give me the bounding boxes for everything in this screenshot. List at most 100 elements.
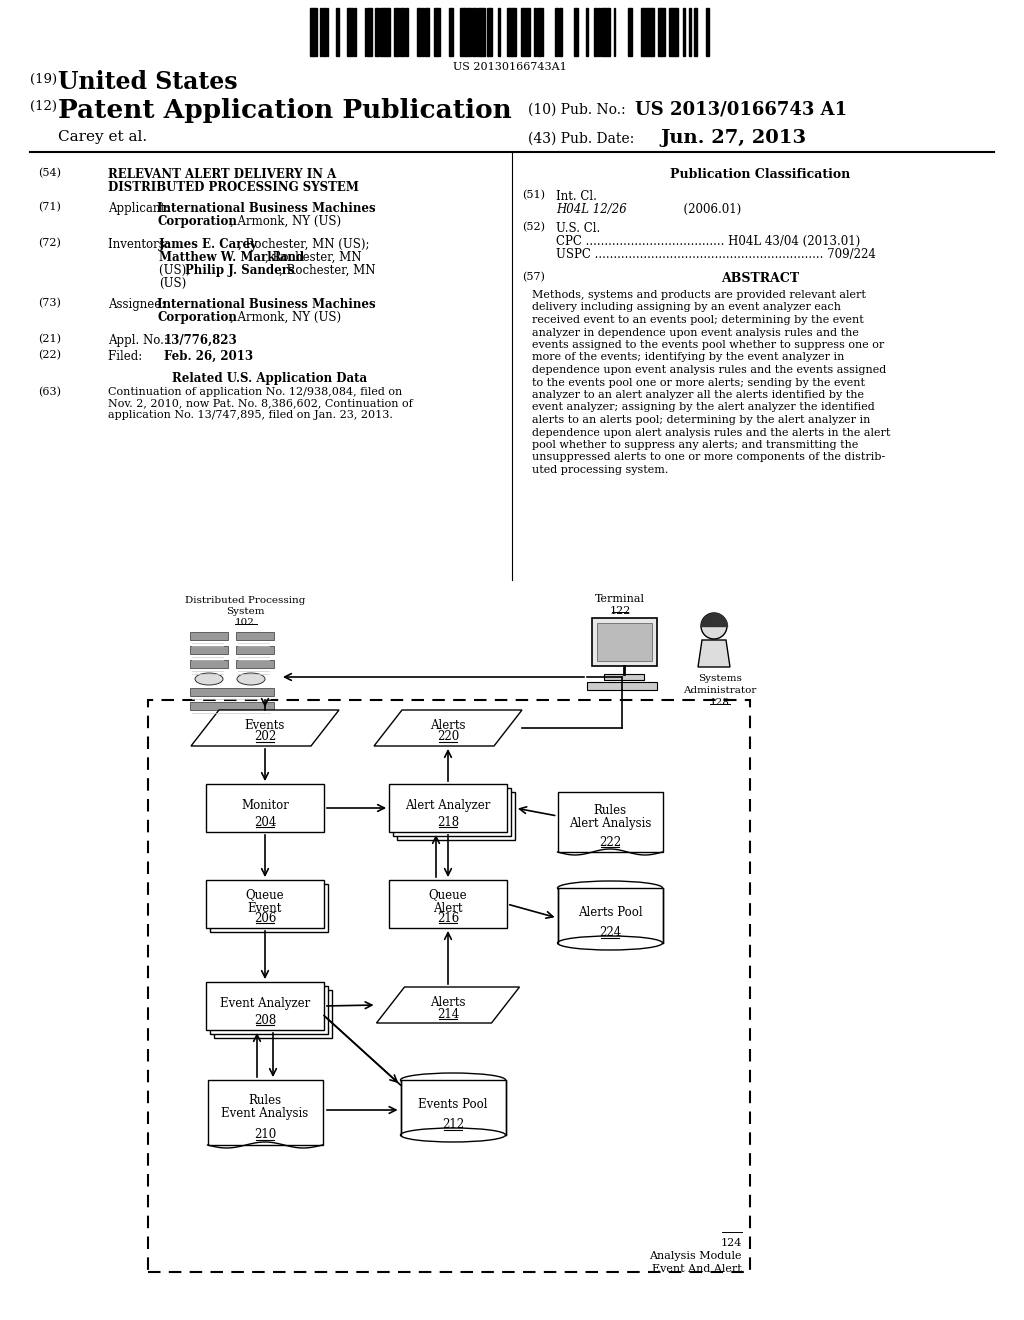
Text: Corporation: Corporation [157,215,237,228]
Bar [683,8,685,55]
Text: 212: 212 [442,1118,464,1131]
Bar [206,880,324,928]
Text: (US);: (US); [159,264,194,277]
Text: 220: 220 [437,730,459,743]
Text: , Armonk, NY (US): , Armonk, NY (US) [230,215,341,228]
Bar [689,8,691,55]
Text: more of the events; identifying by the event analyzer in: more of the events; identifying by the e… [532,352,845,363]
Bar [208,1080,323,1144]
Bar [481,8,484,55]
Text: Methods, systems and products are provided relevant alert: Methods, systems and products are provid… [532,290,866,300]
Text: (10) Pub. No.:: (10) Pub. No.: [528,103,626,117]
Text: USPC ............................................................. 709/224: USPC ...................................… [556,248,876,261]
Circle shape [701,612,727,639]
Text: uted processing system.: uted processing system. [532,465,669,475]
Bar [707,8,709,55]
Bar [350,8,353,55]
Bar [321,8,323,55]
Bar [604,8,608,55]
Bar [399,8,404,55]
Text: pool whether to suppress any alerts; and transmitting the: pool whether to suppress any alerts; and… [532,440,858,450]
Text: 13/776,823: 13/776,823 [164,334,238,347]
Bar [380,8,382,55]
Text: (51): (51) [522,190,545,201]
Text: (22): (22) [38,350,61,360]
Bar [404,8,409,55]
Bar [507,8,512,55]
Bar [389,784,507,832]
Bar [464,8,469,55]
Text: (54): (54) [38,168,61,178]
Text: 224: 224 [599,927,622,940]
Bar [592,618,657,667]
Bar [210,884,328,932]
Text: (73): (73) [38,298,60,309]
Bar [190,688,274,696]
Bar [436,8,440,55]
Text: Event: Event [248,902,283,915]
Bar [594,8,597,55]
Text: to the events pool one or more alerts; sending by the event: to the events pool one or more alerts; s… [532,378,865,388]
Text: Distributed Processing: Distributed Processing [184,597,305,605]
Bar [387,8,390,55]
Bar [148,700,750,1272]
Text: Assignee:: Assignee: [108,298,169,312]
Bar [574,8,578,55]
Text: , Rochester, MN (US);: , Rochester, MN (US); [238,238,370,251]
Bar [460,8,464,55]
Text: US 20130166743A1: US 20130166743A1 [454,62,567,73]
Text: Patent Application Publication: Patent Application Publication [58,98,512,123]
Text: (2006.01): (2006.01) [646,203,741,216]
Bar [476,8,480,55]
Bar [417,8,421,55]
Bar [365,8,367,55]
Bar [660,8,665,55]
Bar [646,8,649,55]
Ellipse shape [400,1073,506,1086]
Bar [190,660,228,668]
Bar [434,8,435,55]
Bar [512,8,516,55]
Ellipse shape [195,673,223,685]
Text: received event to an events pool; determining by the event: received event to an events pool; determ… [532,315,864,325]
Bar [487,8,488,55]
Bar [649,8,653,55]
Bar [673,8,678,55]
Text: Publication Classification: Publication Classification [670,168,850,181]
Bar [557,888,663,942]
Bar [537,8,542,55]
Text: 214: 214 [437,1007,459,1020]
Text: Alerts: Alerts [430,995,466,1008]
Text: Filed:: Filed: [108,350,180,363]
Text: (63): (63) [38,387,61,397]
Bar [394,8,399,55]
Bar [375,8,379,55]
Text: (71): (71) [38,202,60,213]
Text: Inventors:: Inventors: [108,238,172,251]
Bar [535,8,537,55]
Ellipse shape [557,880,663,895]
Text: , Rochester, MN: , Rochester, MN [279,264,376,277]
Bar [557,792,663,851]
Text: 202: 202 [254,730,276,743]
Bar [598,8,600,55]
Text: Systems: Systems [698,675,742,682]
Text: Alerts Pool: Alerts Pool [578,907,642,919]
Polygon shape [374,710,522,746]
Bar [498,8,501,55]
Text: (US): (US) [159,277,186,290]
Text: Carey et al.: Carey et al. [58,129,147,144]
Text: 208: 208 [254,1014,276,1027]
Text: Queue: Queue [246,888,285,902]
Text: Rules: Rules [249,1094,282,1107]
Bar [601,8,603,55]
Bar [206,982,324,1030]
Bar [389,880,507,928]
Ellipse shape [557,936,663,950]
Bar [587,682,657,690]
Ellipse shape [400,1129,506,1142]
Bar [658,8,659,55]
Text: United States: United States [58,70,238,94]
Text: (21): (21) [38,334,61,345]
Text: Alerts: Alerts [430,718,466,731]
